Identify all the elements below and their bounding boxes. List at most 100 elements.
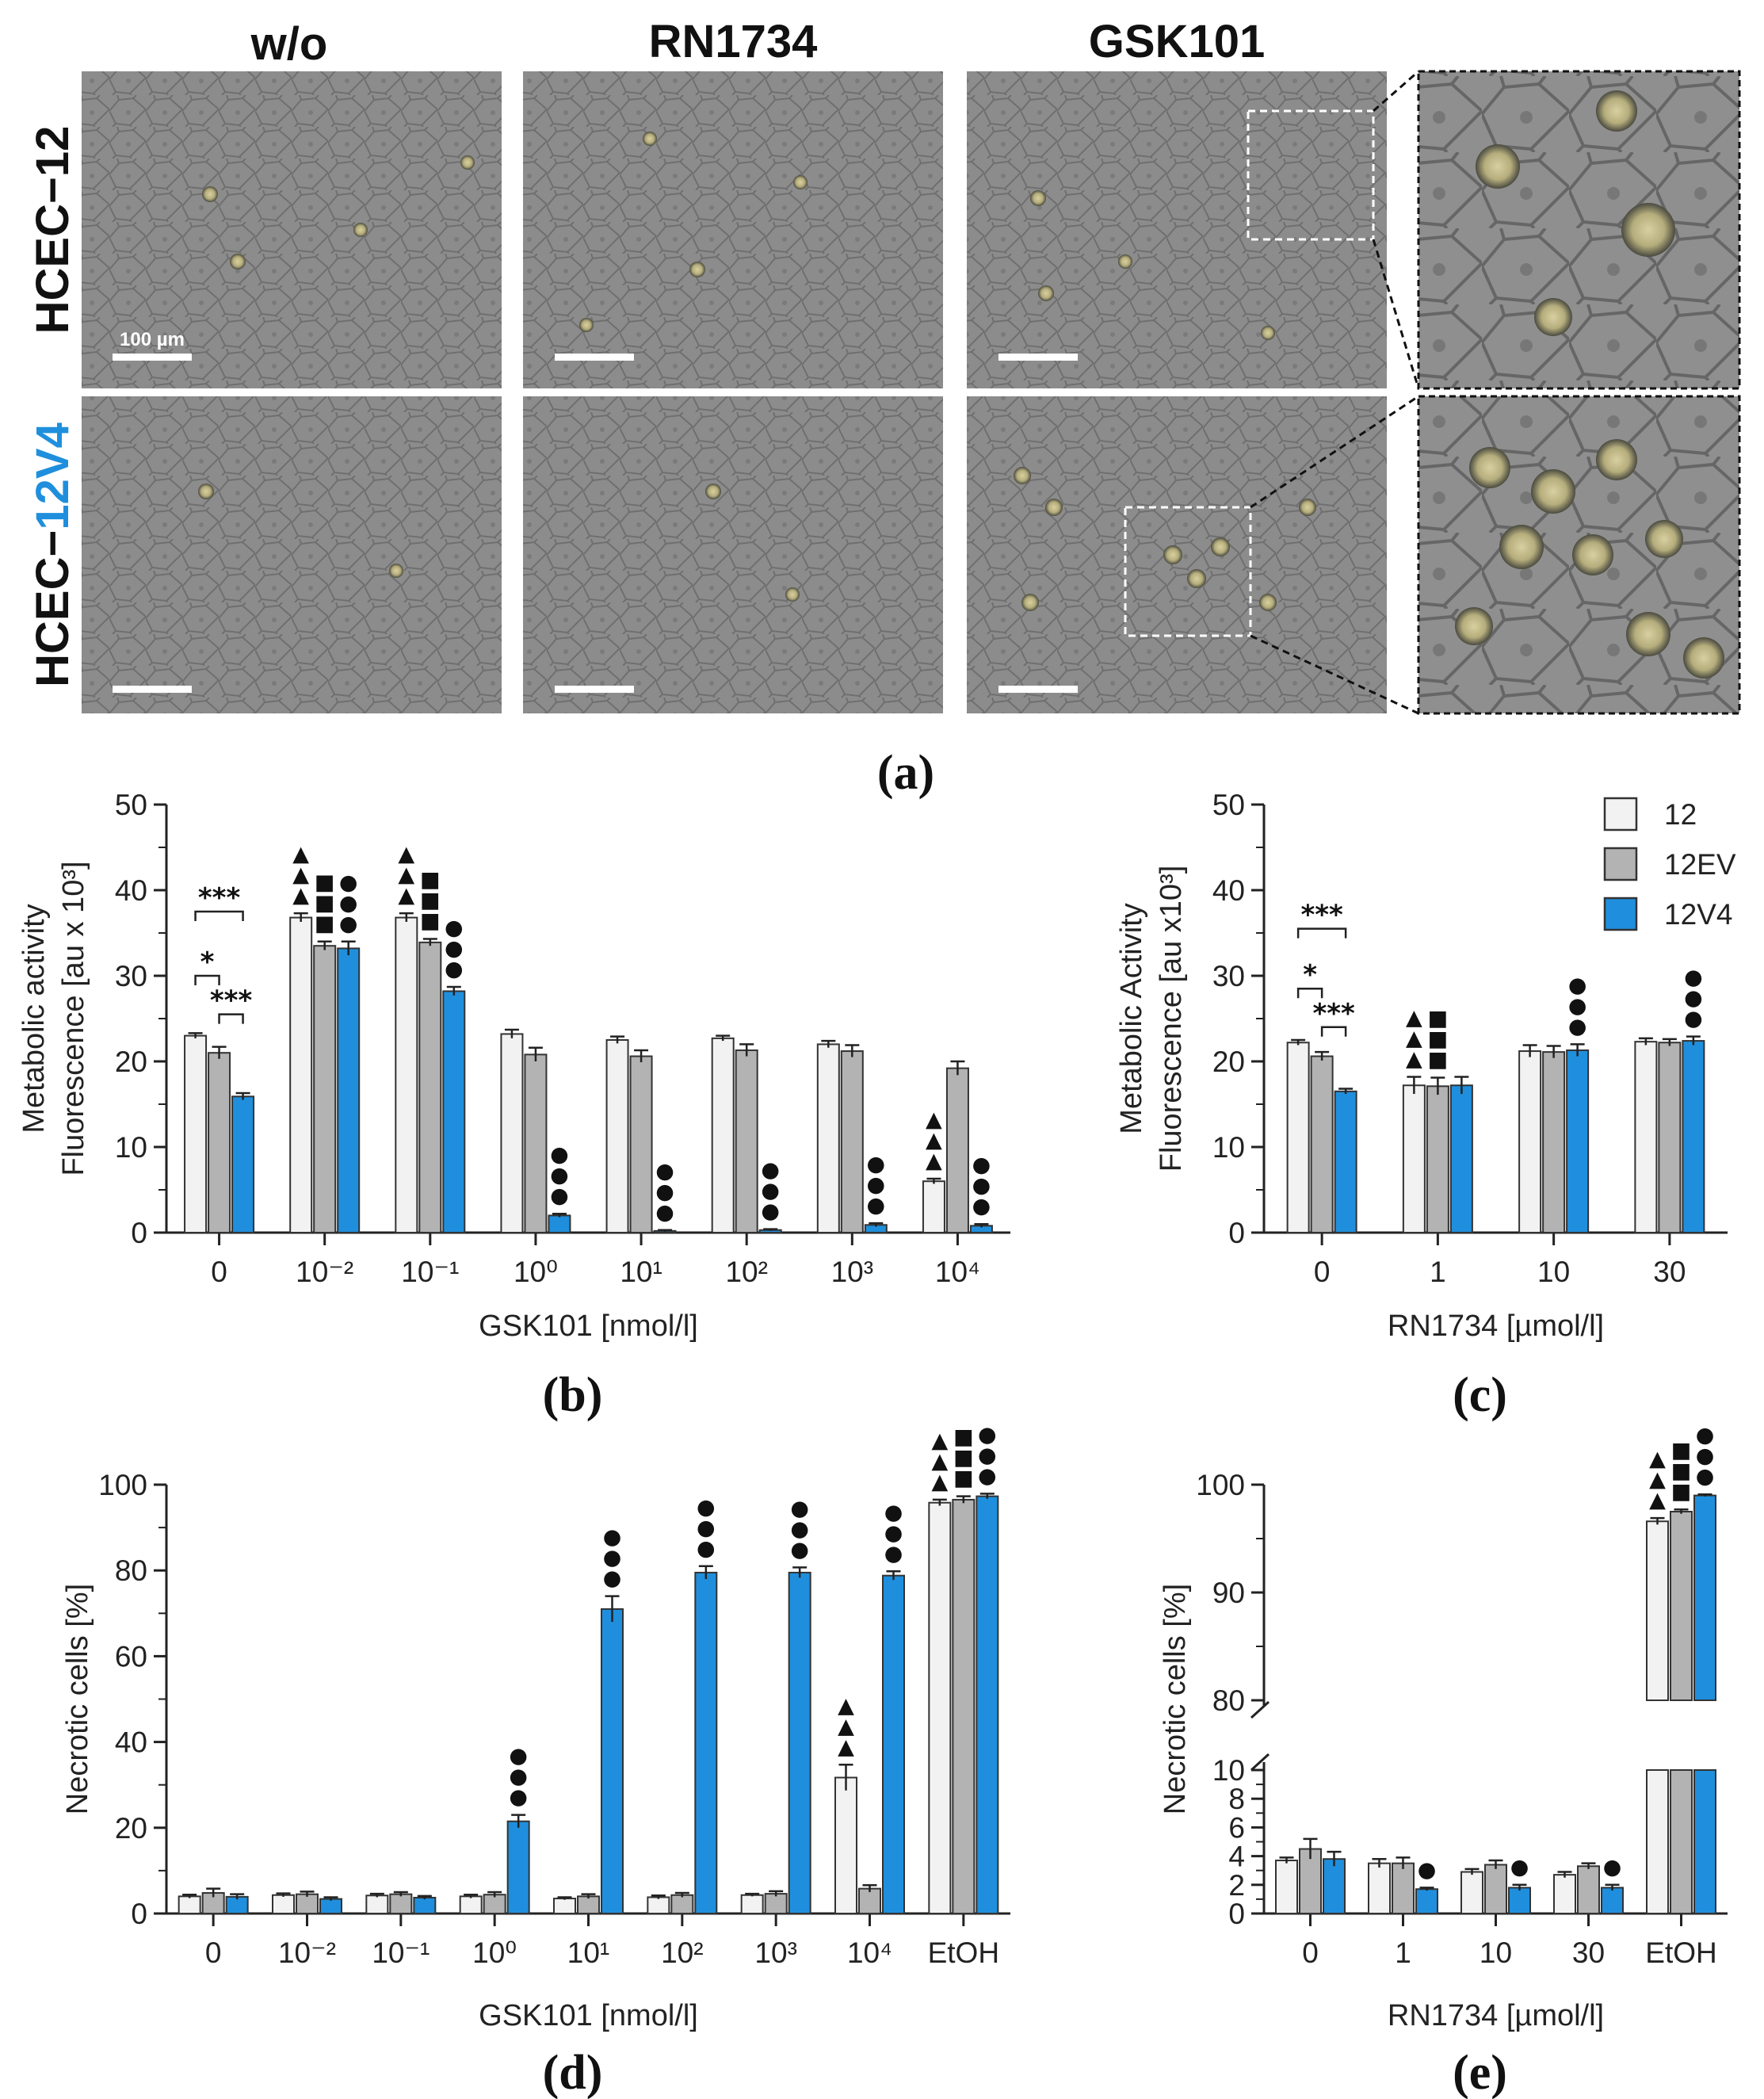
y-tick-label: 80 — [115, 1554, 147, 1587]
bar-12v4-1 — [1415, 1888, 1438, 1914]
significance-marker: ● — [761, 1158, 780, 1183]
significance-bracket — [1320, 1026, 1347, 1037]
bar-12ev-1 — [1426, 1085, 1449, 1233]
y-tick-label: 10 — [115, 1131, 147, 1164]
significance-marker: ● — [550, 1183, 569, 1208]
significance-marker: ■ — [1428, 1007, 1449, 1031]
y-tick-label: 30 — [115, 960, 147, 992]
y-tick-label: 60 — [115, 1640, 147, 1673]
significance-marker: ■ — [420, 909, 441, 934]
panel-a: w/o RN1734 GSK101 HCEC−12 HCEC−12V4 — [27, 16, 1741, 800]
bar-12ev-10 — [389, 1893, 413, 1915]
y-axis-label: Necrotic cells [%] — [61, 1584, 94, 1814]
scale-bar — [113, 686, 192, 693]
legend-label-12ev: 12EV — [1664, 848, 1736, 881]
micrograph-hcec12-wo — [82, 71, 502, 388]
significance-marker: ▲ — [926, 1128, 942, 1153]
significance-marker: ● — [761, 1179, 780, 1203]
bar-12-0 — [178, 1895, 201, 1915]
significance-marker: ● — [972, 1194, 991, 1218]
round-cells — [198, 90, 1724, 679]
bar-12ev-10 — [764, 1893, 788, 1915]
y-tick-label: 100 — [98, 1469, 147, 1501]
significance-marker: ● — [445, 916, 464, 940]
chart-d: 0 20 40 60 80 100 Necrotic cells [%] GSK101 [nm… — [61, 1422, 1010, 2099]
bar-12-0 — [184, 1034, 208, 1233]
micrograph-hcec12-zoom — [1417, 70, 1741, 390]
x-tick-label-10: 10⁴ — [847, 1937, 892, 1969]
bar-12-etoh-lower — [1646, 1769, 1669, 1914]
bar-12v4-etoh — [976, 1495, 999, 1915]
significance-marker: ▲ — [1649, 1488, 1666, 1512]
bar-12-10 — [922, 1180, 945, 1233]
y-axis-label: Fluorescence [au x 10³] — [57, 861, 90, 1176]
significance-marker: ● — [697, 1516, 716, 1540]
significance-marker: ■ — [1428, 1027, 1449, 1052]
roi-box-hcec12 — [1247, 109, 1375, 241]
y-axis-label: Metabolic Activity — [1115, 903, 1148, 1134]
bar-12ev-10 — [858, 1887, 881, 1915]
bar-12ev-0 — [1299, 1848, 1322, 1915]
significance-marker: ● — [339, 912, 358, 936]
significance-marker: ■ — [953, 1425, 974, 1450]
bar-12v4-0 — [231, 1095, 255, 1234]
significance-marker: ■ — [1671, 1438, 1692, 1462]
y-tick-label: 6 — [1228, 1811, 1245, 1844]
significance-marker: ▲ — [931, 1449, 948, 1474]
row-label-hcec-12: HCEC−12 — [27, 126, 78, 335]
bar-12v4-0 — [1334, 1090, 1357, 1234]
x-tick-label-10: 10² — [725, 1256, 767, 1288]
significance-marker: ● — [655, 1200, 674, 1225]
significance-marker: ● — [1603, 1855, 1622, 1879]
scale-bar — [998, 354, 1078, 361]
x-axis-label: GSK101 [nmol/l] — [479, 1309, 698, 1343]
bar-12v4-10 — [337, 947, 361, 1233]
significance-marker: ▲ — [398, 842, 414, 866]
bar-12-0 — [1286, 1042, 1310, 1233]
significance-marker: ● — [1684, 965, 1703, 990]
y-tick-label: 50 — [1212, 789, 1245, 821]
significance-marker: ■ — [953, 1466, 974, 1491]
row-label-prefix: HCEC− — [27, 530, 78, 687]
bar-12v4-10 — [319, 1898, 342, 1914]
bar-12-10 — [834, 1776, 857, 1914]
chart-b: 0 10 20 30 40 50 Metabolic activity Fluorescenc… — [17, 789, 1010, 1422]
significance-marker: ● — [655, 1179, 674, 1204]
significance-marker: ■ — [1428, 1048, 1449, 1072]
micrograph-hcec12v4-rn1734 — [523, 396, 943, 713]
bar-12ev-10 — [524, 1053, 548, 1233]
bar-12ev-10 — [483, 1894, 506, 1915]
significance-marker: ● — [445, 936, 464, 961]
micrograph-hcec12-gsk101 — [967, 71, 1387, 388]
significance-marker: ● — [972, 1173, 991, 1198]
bar-12v4-1 — [1449, 1084, 1473, 1233]
y-tick-label: 40 — [115, 1726, 147, 1759]
legend-swatch-12 — [1603, 797, 1638, 832]
legend: 12 12EV 12V4 — [1603, 797, 1736, 931]
y-tick-label: 0 — [131, 1898, 147, 1930]
significance-marker: ● — [550, 1142, 569, 1167]
bar-12ev-10 — [945, 1067, 969, 1234]
y-tick-label: 10 — [1212, 1131, 1245, 1164]
significance-marker: ▲ — [838, 1693, 854, 1718]
x-tick-label-10: 10 — [1537, 1256, 1570, 1288]
significance-marker: ● — [1568, 1014, 1587, 1038]
bar-12-30 — [1634, 1041, 1658, 1234]
bar-12ev-0 — [208, 1052, 231, 1233]
y-tick-label: 2 — [1228, 1869, 1245, 1902]
significance-marker: ● — [884, 1541, 903, 1566]
significance-marker: ● — [1684, 1007, 1703, 1031]
scale-bar — [555, 354, 634, 361]
significance-label: *** — [210, 985, 253, 1017]
y-tick-label: 10 — [1212, 1754, 1245, 1787]
legend-swatch-12v4 — [1603, 897, 1638, 931]
significance-marker: ● — [790, 1537, 809, 1562]
significance-marker: ● — [978, 1463, 997, 1488]
x-tick-label-0: 0 — [211, 1256, 227, 1288]
significance-marker: ■ — [315, 912, 335, 936]
y-tick-label: 4 — [1228, 1841, 1245, 1873]
bar-12ev-0 — [1310, 1055, 1334, 1234]
bar-12-10 — [816, 1043, 840, 1234]
x-tick-label-10: 10² — [661, 1937, 703, 1969]
